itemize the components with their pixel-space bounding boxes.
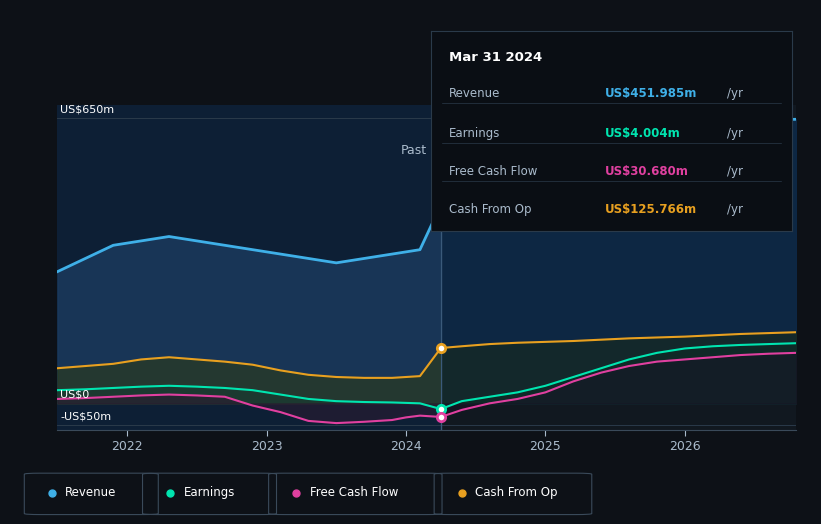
Text: Cash From Op: Cash From Op [475,486,557,499]
Text: /yr: /yr [727,87,743,100]
Bar [441,105,796,430]
Text: Free Cash Flow: Free Cash Flow [449,165,538,178]
Text: US$125.766m: US$125.766m [604,203,696,216]
Text: Revenue: Revenue [66,486,117,499]
Text: -US$50m: -US$50m [60,412,112,422]
Text: Mar 31 2024: Mar 31 2024 [449,51,543,64]
Text: Past: Past [401,144,427,157]
Text: Earnings: Earnings [449,127,501,140]
Bar [57,105,441,430]
Text: Analysts Forecasts: Analysts Forecasts [455,144,571,157]
Text: US$4.004m: US$4.004m [604,127,680,140]
Text: Revenue: Revenue [449,87,501,100]
Text: /yr: /yr [727,127,743,140]
Text: /yr: /yr [727,203,743,216]
Text: /yr: /yr [727,165,743,178]
Text: US$650m: US$650m [60,104,114,114]
Text: Free Cash Flow: Free Cash Flow [310,486,398,499]
Text: US$451.985m: US$451.985m [604,87,697,100]
Text: US$30.680m: US$30.680m [604,165,688,178]
Text: Earnings: Earnings [184,486,235,499]
Text: US$0: US$0 [60,390,89,400]
Text: Cash From Op: Cash From Op [449,203,531,216]
